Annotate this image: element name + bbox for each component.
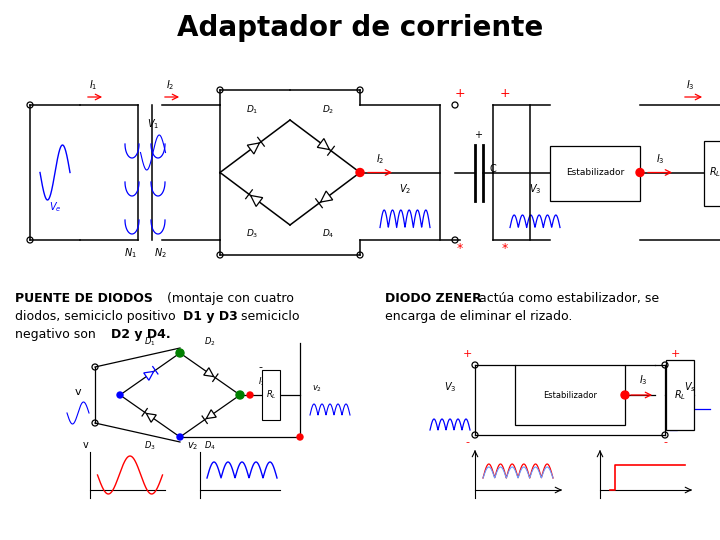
Text: $D_3$: $D_3$: [144, 440, 156, 453]
Text: $I_3$: $I_3$: [639, 373, 647, 387]
Bar: [515, 365, 625, 425]
Text: $I_3$: $I_3$: [685, 78, 694, 92]
Text: $V_e$: $V_e$: [49, 200, 61, 214]
Text: $D_4$: $D_4$: [204, 440, 216, 453]
Text: (montaje con cuatro: (montaje con cuatro: [163, 292, 294, 305]
Bar: [550, 145, 640, 200]
Text: $R_L$: $R_L$: [709, 166, 720, 179]
Polygon shape: [318, 139, 329, 150]
Text: +: +: [462, 349, 472, 359]
Text: $D_3$: $D_3$: [246, 228, 258, 240]
Polygon shape: [247, 143, 259, 154]
Text: $v_2$: $v_2$: [312, 383, 322, 394]
Text: Adaptador de corriente: Adaptador de corriente: [177, 14, 543, 42]
Text: $I_1$: $I_1$: [89, 78, 97, 92]
Text: $N_1$: $N_1$: [124, 246, 137, 260]
Circle shape: [297, 434, 303, 440]
Text: $V_1$: $V_1$: [147, 118, 159, 131]
Text: $V_2$: $V_2$: [399, 183, 411, 197]
Text: v: v: [75, 387, 81, 397]
Text: $V_s$: $V_s$: [684, 380, 696, 394]
Polygon shape: [320, 191, 333, 202]
Circle shape: [636, 168, 644, 177]
Polygon shape: [207, 410, 216, 418]
Text: Estabilizador: Estabilizador: [543, 390, 597, 400]
Text: $N_2$: $N_2$: [153, 246, 166, 260]
Text: Estabilizador: Estabilizador: [566, 168, 624, 177]
Text: +: +: [500, 87, 510, 100]
Text: $V_3$: $V_3$: [528, 183, 541, 197]
Text: $V_3$: $V_3$: [444, 380, 456, 394]
Bar: [704, 140, 720, 206]
Circle shape: [176, 349, 184, 357]
Circle shape: [117, 392, 123, 398]
Circle shape: [356, 168, 364, 177]
Text: $R_L$: $R_L$: [266, 389, 276, 401]
Text: $D_1$: $D_1$: [144, 336, 156, 348]
Text: $I_2$: $I_2$: [258, 376, 266, 388]
Text: $D_2$: $D_2$: [322, 103, 334, 116]
Text: $R_L$: $R_L$: [674, 388, 686, 402]
Text: -: -: [465, 437, 469, 447]
Text: $v_2$: $v_2$: [186, 440, 198, 452]
Text: -: -: [258, 362, 262, 372]
Bar: [262, 370, 280, 420]
Circle shape: [236, 391, 244, 399]
Text: C: C: [490, 165, 496, 174]
Text: v: v: [82, 440, 88, 450]
Text: $I_2$: $I_2$: [376, 152, 384, 166]
Text: PUENTE DE DIODOS: PUENTE DE DIODOS: [15, 292, 153, 305]
Text: +: +: [455, 87, 465, 100]
Circle shape: [177, 434, 183, 440]
Text: actúa como estabilizador, se: actúa como estabilizador, se: [475, 292, 659, 305]
Text: +: +: [474, 130, 482, 139]
Text: $D_2$: $D_2$: [204, 336, 216, 348]
Text: +: +: [670, 349, 680, 359]
Text: semiciclo: semiciclo: [237, 310, 300, 323]
Polygon shape: [144, 372, 153, 380]
Text: diodos, semiciclo positivo: diodos, semiciclo positivo: [15, 310, 179, 323]
Text: *: *: [457, 242, 463, 255]
Text: -: -: [663, 437, 667, 447]
Text: encarga de eliminar el rizado.: encarga de eliminar el rizado.: [385, 310, 572, 323]
Circle shape: [247, 392, 253, 398]
Text: D2 y D4.: D2 y D4.: [111, 328, 171, 341]
Text: $I_3$: $I_3$: [656, 152, 665, 166]
Polygon shape: [204, 368, 214, 376]
Polygon shape: [251, 195, 263, 206]
Polygon shape: [146, 414, 156, 422]
Text: negativo son: negativo son: [15, 328, 100, 341]
Text: *: *: [502, 242, 508, 255]
Text: $D_1$: $D_1$: [246, 103, 258, 116]
Text: D1 y D3: D1 y D3: [183, 310, 238, 323]
Text: $I_2$: $I_2$: [166, 78, 174, 92]
Circle shape: [621, 391, 629, 399]
Bar: [666, 360, 694, 430]
Text: DIODO ZENER: DIODO ZENER: [385, 292, 482, 305]
Text: $D_4$: $D_4$: [322, 228, 334, 240]
